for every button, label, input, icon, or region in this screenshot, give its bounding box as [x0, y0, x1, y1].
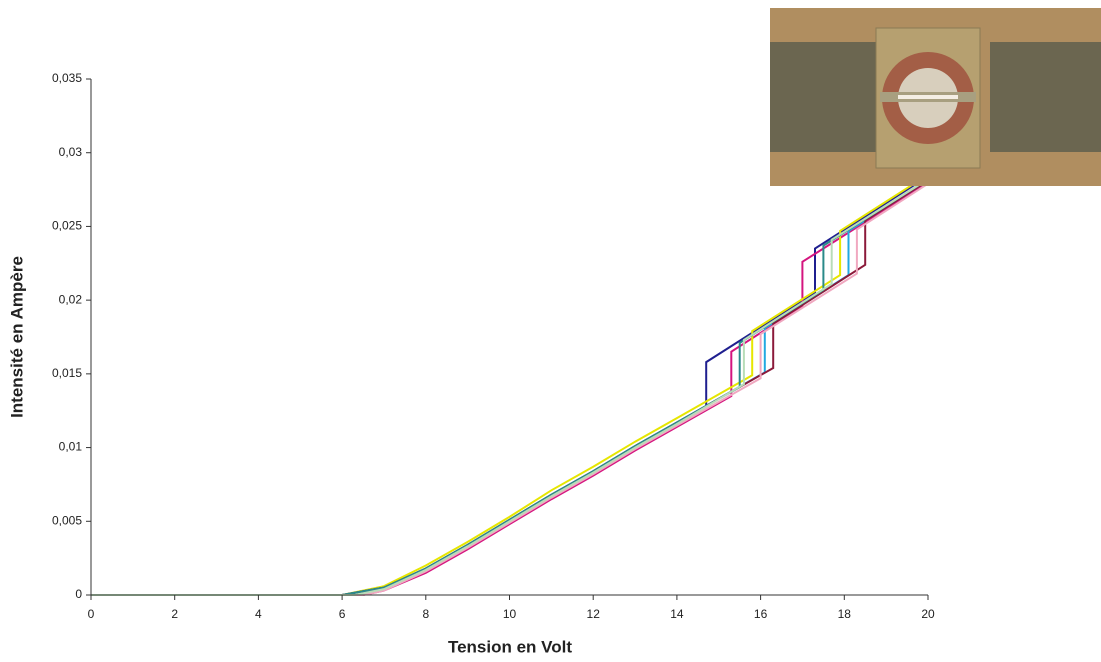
x-tick-label: 6	[339, 607, 346, 621]
x-tick-label: 2	[171, 607, 178, 621]
y-axis-title: Intensité en Ampère	[7, 256, 26, 418]
x-tick-label: 20	[921, 607, 935, 621]
y-tick-label: 0,03	[59, 145, 83, 159]
y-tick-label: 0,01	[59, 440, 83, 454]
series-line	[91, 179, 929, 596]
x-axis-title: Tension en Volt	[448, 637, 572, 656]
x-tick-label: 14	[670, 607, 684, 621]
x-tick-label: 18	[838, 607, 852, 621]
x-tick-label: 12	[587, 607, 601, 621]
y-tick-label: 0,035	[52, 71, 82, 85]
x-tick-label: 8	[422, 607, 429, 621]
y-tick-label: 0	[75, 587, 82, 601]
y-tick-label: 0,015	[52, 366, 82, 380]
x-tick-label: 0	[88, 607, 95, 621]
x-tick-label: 10	[503, 607, 517, 621]
y-tick-label: 0,025	[52, 219, 82, 233]
series-line	[91, 175, 929, 596]
inset-photo	[770, 8, 1101, 186]
series-line	[91, 181, 929, 596]
series-line	[91, 178, 929, 596]
y-tick-label: 0,005	[52, 513, 82, 527]
series-line	[91, 179, 929, 596]
plot-area	[91, 173, 929, 596]
y-tick-label: 0,02	[59, 292, 83, 306]
series-line	[91, 178, 929, 596]
series-line	[91, 173, 929, 596]
series-line	[91, 182, 929, 596]
x-tick-label: 4	[255, 607, 262, 621]
x-tick-label: 16	[754, 607, 768, 621]
